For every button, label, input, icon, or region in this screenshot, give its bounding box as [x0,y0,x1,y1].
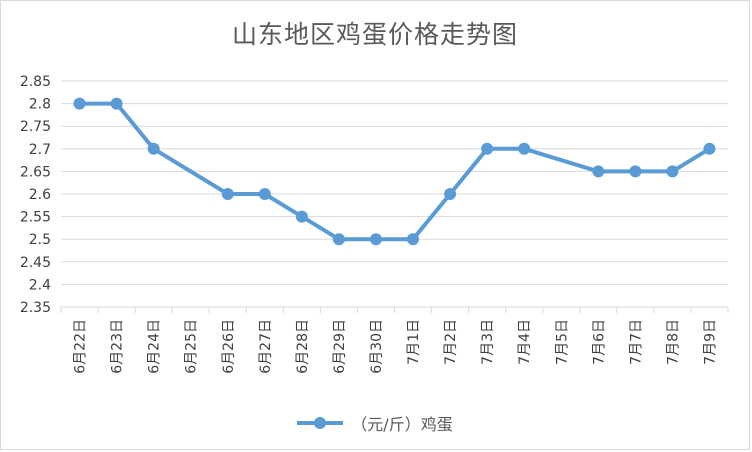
y-tick-label-0: 2.35 [20,300,51,316]
y-tick-label-6: 2.65 [20,164,51,180]
y-tick-label-3: 2.5 [29,232,51,248]
data-point-1 [110,97,123,110]
x-tick-label-8: 6月30日 [369,319,385,374]
x-tick-label-6: 6月28日 [295,319,311,374]
chart-legend: （元/斤）鸡蛋 [1,411,749,435]
legend-swatch [297,416,344,430]
data-point-9 [407,233,420,246]
y-tick-label-5: 2.6 [29,187,51,203]
x-tick-label-5: 6月27日 [258,319,274,374]
x-tick-label-2: 6月24日 [147,319,163,374]
x-tick-label-10: 7月2日 [443,319,459,365]
y-tick-label-8: 2.75 [20,119,51,135]
data-point-2 [147,142,160,155]
x-tick-label-11: 7月3日 [480,319,496,365]
data-point-10 [444,188,457,200]
x-tick-label-4: 6月26日 [221,319,237,374]
data-point-7 [332,233,345,246]
data-point-12 [518,142,531,155]
data-point-15 [629,165,642,178]
y-tick-label-2: 2.45 [20,255,51,271]
data-point-17 [703,142,716,155]
data-point-4 [221,188,234,200]
y-tick-label-10: 2.85 [20,74,51,90]
series-line [77,101,712,242]
chart-title: 山东地区鸡蛋价格走势图 [231,20,518,49]
y-tick-label-4: 2.55 [20,210,51,226]
x-tick-label-1: 6月23日 [110,319,126,374]
x-tick-label-13: 7月5日 [554,319,570,365]
x-tick-label-9: 7月1日 [406,319,422,365]
data-point-14 [592,165,605,178]
data-point-16 [666,165,679,178]
x-tick-label-15: 7月7日 [628,319,644,365]
y-tick-label-9: 2.8 [29,97,51,113]
legend-label: （元/斤）鸡蛋 [351,415,453,434]
x-tick-label-7: 6月29日 [332,319,348,374]
data-point-0 [73,97,86,110]
x-tick-label-14: 7月6日 [591,319,607,365]
data-point-6 [295,210,308,223]
x-tick-label-12: 7月4日 [517,319,533,365]
data-point-5 [258,188,271,200]
y-tick-label-1: 2.4 [29,277,51,293]
data-point-11 [481,142,494,155]
x-tick-label-17: 7月9日 [702,319,718,365]
x-tick-label-3: 6月25日 [184,319,200,374]
data-point-8 [369,233,382,246]
x-tick-label-0: 6月22日 [73,319,89,374]
x-tick-label-16: 7月8日 [665,319,681,365]
y-tick-label-7: 2.7 [29,142,51,158]
